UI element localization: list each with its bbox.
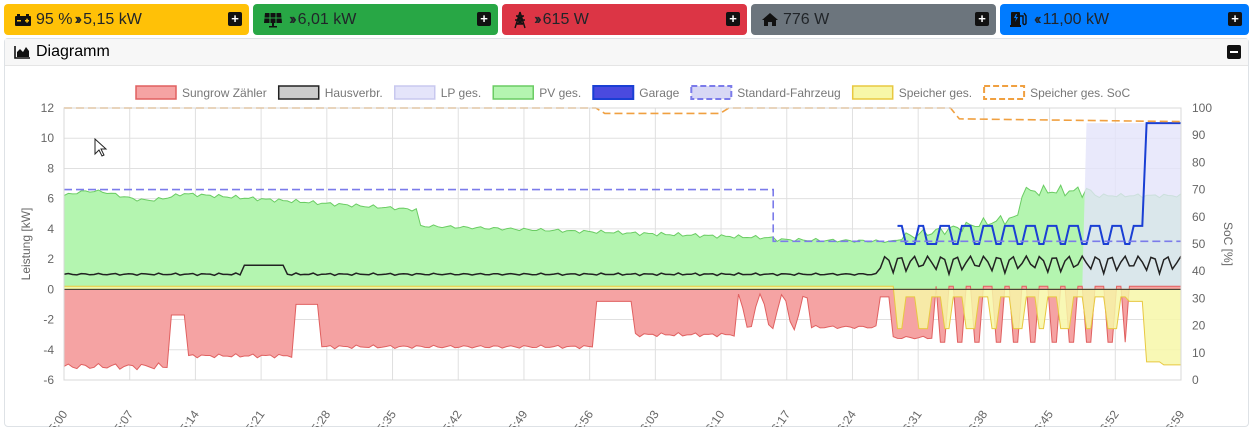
chevron-right-icon: ›› <box>74 10 81 28</box>
tile-pv[interactable]: ›› 6,01 kW + <box>253 4 498 35</box>
y-tick-label-right: 40 <box>1192 264 1206 278</box>
x-tick-label: 15:42 <box>436 407 465 427</box>
y-tick-label-left: 2 <box>47 252 54 266</box>
battery-soc-line <box>64 107 1182 123</box>
x-tick-label: 16:10 <box>699 407 728 427</box>
x-tick-label: 16:38 <box>962 407 991 427</box>
x-tick-label: 15:28 <box>305 407 334 427</box>
y-axis-label-left: Leistung [kW] <box>19 208 33 281</box>
y-tick-label-right: 90 <box>1192 128 1206 142</box>
x-tick-label: 16:59 <box>1159 407 1188 427</box>
expand-plus-icon[interactable]: + <box>477 12 491 26</box>
card-header[interactable]: Diagramm <box>5 39 1248 66</box>
legend-swatch[interactable] <box>277 85 320 100</box>
chevron-right-icon: ›› <box>289 10 296 28</box>
top-status-bar: 95 % ›› 5,15 kW + ›› 6,01 kW + ›› 615 W … <box>0 0 1253 38</box>
legend-label: Sungrow Zähler <box>182 86 267 100</box>
x-tick-label: 16:24 <box>830 407 859 427</box>
legend-swatch[interactable] <box>492 85 534 100</box>
legend-label: Garage <box>639 86 679 100</box>
vehicle-soc-line <box>64 188 1181 243</box>
legend-label: PV ges. <box>539 86 581 100</box>
grid-power: 615 W <box>542 10 589 28</box>
home-icon <box>761 12 779 27</box>
x-tick-label: 15:35 <box>370 407 399 427</box>
x-tick-label: 16:52 <box>1093 407 1122 427</box>
tile-house[interactable]: 776 W + <box>751 4 996 35</box>
collapse-minus-icon[interactable] <box>1227 45 1241 59</box>
tile-charging[interactable]: ‹‹ 11,00 kW + <box>1000 4 1249 35</box>
power-pylon-icon <box>512 11 528 29</box>
y-tick-label-right: 80 <box>1192 155 1206 169</box>
tile-battery[interactable]: 95 % ›› 5,15 kW + <box>4 4 249 35</box>
legend-label: Standard-Fahrzeug <box>737 86 840 100</box>
legend-label: LP ges. <box>441 86 481 100</box>
solar-panel-icon <box>263 12 283 28</box>
legend-swatch[interactable] <box>690 85 733 100</box>
y-tick-label-right: 30 <box>1192 291 1206 305</box>
y-tick-label-left: 10 <box>41 131 55 145</box>
battery-area <box>63 285 1182 366</box>
y-tick-label-right: 0 <box>1192 373 1199 387</box>
x-tick-label: 16:45 <box>1027 407 1056 427</box>
legend-label: Speicher ges. SoC <box>1030 86 1130 100</box>
legend-swatch[interactable] <box>394 85 436 100</box>
house-power: 776 W <box>783 10 830 28</box>
legend-swatch[interactable] <box>983 85 1026 100</box>
ev-charger-icon <box>1010 11 1028 28</box>
y-tick-label-left: 12 <box>41 101 55 115</box>
expand-plus-icon[interactable]: + <box>726 12 740 26</box>
y-tick-label-left: 8 <box>47 161 54 175</box>
chevron-left-icon: ‹‹ <box>1034 10 1041 28</box>
y-tick-label-left: 0 <box>47 282 54 296</box>
chevron-right-icon: ›› <box>534 10 541 28</box>
x-tick-label: 16:17 <box>765 407 794 427</box>
area-chart-icon <box>14 45 31 59</box>
battery-power: 5,15 kW <box>83 10 142 28</box>
x-tick-label: 15:14 <box>173 407 202 427</box>
y-tick-label-right: 100 <box>1192 101 1212 115</box>
legend-label: Hausverbr. <box>325 86 383 100</box>
expand-plus-icon[interactable]: + <box>228 12 242 26</box>
legend-swatch[interactable] <box>592 85 635 100</box>
x-tick-label: 15:49 <box>502 407 531 427</box>
x-tick-label: 16:03 <box>633 407 662 427</box>
x-tick-label: 15:21 <box>239 407 268 427</box>
charging-power: 11,00 kW <box>1042 10 1110 28</box>
y-tick-label-right: 10 <box>1192 346 1206 360</box>
pv-area <box>63 184 1182 290</box>
y-tick-label-right: 50 <box>1192 237 1206 251</box>
mouse-pointer-icon <box>94 138 108 157</box>
tile-grid[interactable]: ›› 615 W + <box>502 4 747 35</box>
house-line <box>63 254 1182 277</box>
plot-frame <box>63 107 1182 381</box>
expand-plus-icon[interactable]: + <box>1228 12 1242 26</box>
garage-line <box>897 122 1181 245</box>
y-tick-label-right: 60 <box>1192 210 1206 224</box>
battery-soc: 95 % <box>36 10 73 28</box>
legend-swatch[interactable] <box>135 85 177 100</box>
pv-power: 6,01 kW <box>297 10 357 28</box>
card-title: Diagramm <box>36 43 110 60</box>
x-tick-label: 15:07 <box>107 407 136 427</box>
y-axis-label-right: SoC [%] <box>1221 222 1235 266</box>
x-tick-label: 16:31 <box>896 407 925 427</box>
y-tick-label-left: -2 <box>43 313 54 327</box>
legend-swatch[interactable] <box>851 85 894 100</box>
x-tick-label: 15:56 <box>567 407 596 427</box>
car-battery-icon <box>14 13 32 27</box>
y-tick-label-left: -4 <box>43 343 54 357</box>
y-tick-label-right: 20 <box>1192 319 1206 333</box>
expand-plus-icon[interactable]: + <box>975 12 989 26</box>
y-tick-label-left: 4 <box>47 222 54 236</box>
x-tick-label: 15:00 <box>42 407 71 427</box>
legend-label: Speicher ges. <box>899 86 972 100</box>
y-tick-label-left: 6 <box>47 192 54 206</box>
y-tick-label-left: -6 <box>43 373 54 387</box>
y-tick-label-right: 70 <box>1192 183 1206 197</box>
